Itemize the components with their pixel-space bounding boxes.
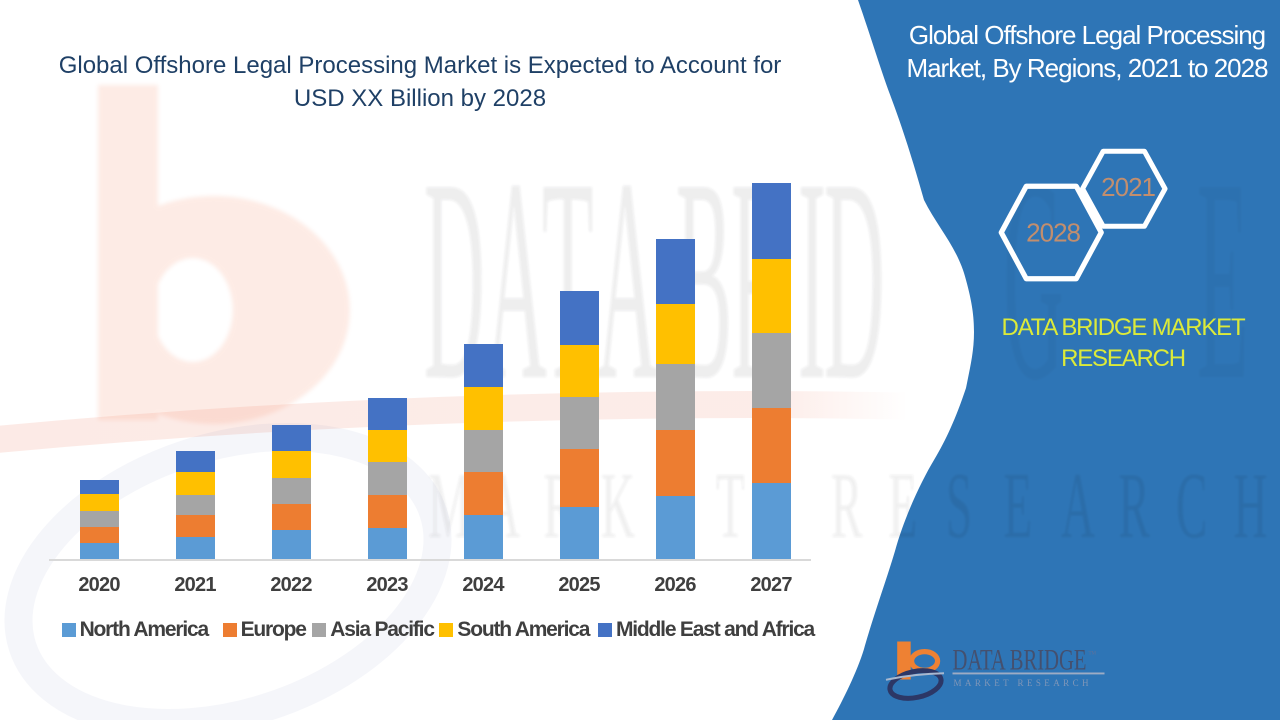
svg-text:MARKET RESEARCH: MARKET RESEARCH: [429, 455, 1268, 559]
svg-text:2021: 2021: [1101, 172, 1155, 202]
svg-text:DATA BRIDGE: DATA BRIDGE: [953, 644, 1087, 677]
svg-text:2028: 2028: [1026, 217, 1080, 247]
svg-text:MARKET RESEARCH: MARKET RESEARCH: [954, 678, 1092, 688]
svg-text:TM: TM: [1089, 652, 1097, 657]
